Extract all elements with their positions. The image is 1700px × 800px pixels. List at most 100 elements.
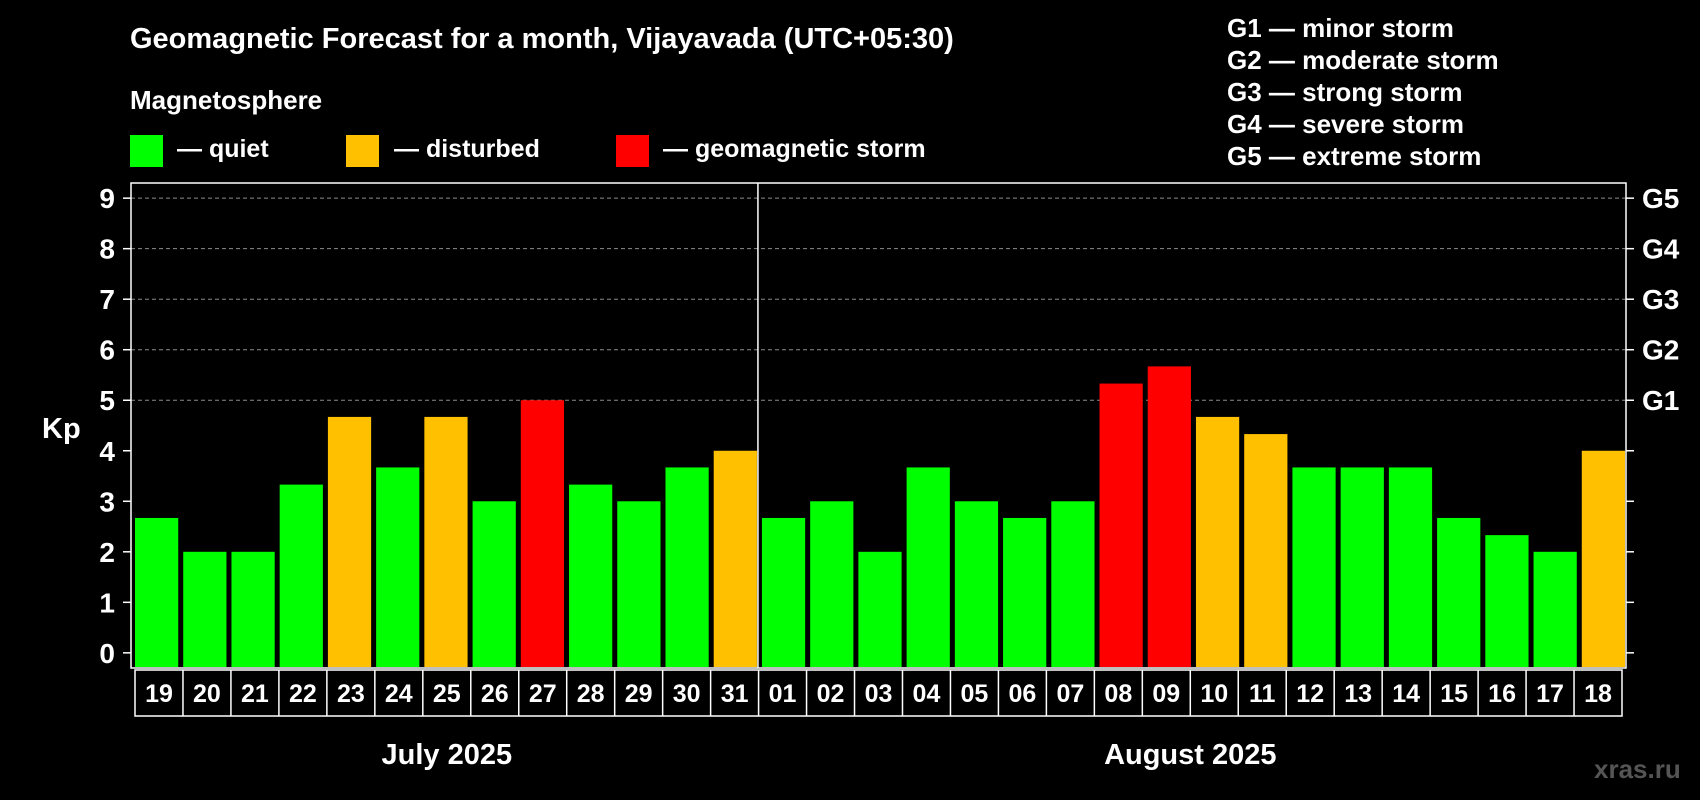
- bar-27: [1437, 517, 1481, 667]
- storm-level-g4: G4 — severe storm: [1227, 109, 1465, 139]
- y-tick-label-5: 5: [99, 385, 115, 416]
- bar-29: [1533, 551, 1577, 667]
- date-label-27: 27: [529, 680, 557, 708]
- date-label-01: 01: [769, 680, 797, 708]
- x-axis: 19 20 21 22 23 24 25 26 27 28 29 30 31 01 02 03 04 05 06 07…: [134, 669, 1623, 717]
- date-label-13: 13: [1344, 680, 1372, 708]
- date-label-14: 14: [1392, 680, 1420, 708]
- date-label-05: 05: [961, 680, 989, 708]
- date-label-10: 10: [1200, 680, 1228, 708]
- bar-0: [135, 517, 179, 667]
- grid-lines: [131, 197, 1626, 401]
- bar-1: [183, 551, 227, 667]
- legend-swatch-disturbed: [346, 135, 379, 167]
- chart-title: Geomagnetic Forecast for a month, Vijaya…: [130, 23, 954, 55]
- bar-2: [231, 551, 275, 667]
- date-label-04: 04: [913, 680, 941, 708]
- date-label-09: 09: [1152, 680, 1180, 708]
- bar-5: [376, 467, 420, 667]
- date-label-31: 31: [721, 680, 749, 708]
- date-label-26: 26: [481, 680, 509, 708]
- right-tick-label-g1: G1: [1642, 385, 1679, 416]
- bar-21: [1147, 366, 1191, 667]
- bar-20: [1099, 383, 1143, 667]
- bar-17: [954, 501, 999, 667]
- bars: [135, 366, 1625, 667]
- y-tick-label-4: 4: [99, 436, 115, 467]
- bar-10: [617, 501, 661, 667]
- bar-22: [1195, 416, 1240, 667]
- date-label-08: 08: [1104, 680, 1132, 708]
- right-tick-label-g4: G4: [1642, 234, 1680, 265]
- bar-24: [1292, 467, 1336, 667]
- bar-14: [810, 501, 854, 667]
- right-tick-label-g5: G5: [1642, 183, 1679, 214]
- bar-3: [279, 484, 323, 667]
- legend-label-quiet: — quiet: [177, 135, 269, 163]
- date-label-25: 25: [433, 680, 461, 708]
- month-label-0: July 2025: [381, 739, 512, 771]
- right-tick-label-g3: G3: [1642, 284, 1679, 315]
- date-label-28: 28: [577, 680, 605, 708]
- y-axis: 0 1 2 3 4 5 6 7 8 9: [99, 183, 131, 669]
- storm-level-g3: G3 — strong storm: [1227, 77, 1463, 107]
- date-label-11: 11: [1249, 680, 1276, 708]
- bar-19: [1051, 501, 1095, 667]
- date-label-24: 24: [385, 680, 413, 708]
- bar-15: [858, 551, 902, 667]
- y-tick-label-2: 2: [99, 537, 115, 568]
- bar-7: [472, 501, 516, 667]
- date-label-22: 22: [289, 680, 317, 708]
- bar-11: [665, 467, 709, 667]
- watermark: xras.ru: [1594, 754, 1681, 784]
- date-label-30: 30: [673, 680, 701, 708]
- bar-13: [761, 517, 806, 667]
- date-label-15: 15: [1440, 680, 1468, 708]
- y-tick-label-0: 0: [99, 638, 115, 669]
- legend-label-disturbed: — disturbed: [394, 135, 540, 163]
- storm-level-g1: G1 — minor storm: [1227, 13, 1454, 43]
- date-label-16: 16: [1488, 680, 1516, 708]
- y-tick-label-6: 6: [99, 335, 115, 366]
- right-tick-label-g2: G2: [1642, 335, 1679, 366]
- month-labels: July 2025 August 2025: [381, 739, 1276, 771]
- month-label-1: August 2025: [1104, 739, 1276, 771]
- plot-frame: [130, 182, 1627, 669]
- bar-23: [1244, 434, 1288, 667]
- legend-swatch-storm: [616, 135, 649, 167]
- date-label-21: 21: [241, 680, 269, 708]
- bar-4: [327, 416, 372, 667]
- date-label-29: 29: [625, 680, 653, 708]
- legend-heading: Magnetosphere: [130, 85, 322, 115]
- bar-26: [1388, 467, 1433, 667]
- y-tick-label-7: 7: [99, 284, 115, 315]
- right-axis: G1 G2 G3 G4 G5: [1626, 183, 1680, 654]
- date-label-23: 23: [337, 680, 365, 708]
- date-label-02: 02: [817, 680, 845, 708]
- bar-6: [424, 416, 468, 667]
- bar-9: [569, 484, 613, 667]
- y-tick-label-1: 1: [99, 587, 115, 618]
- bar-16: [906, 467, 950, 667]
- date-label-20: 20: [193, 680, 221, 708]
- date-label-17: 17: [1536, 680, 1564, 708]
- bar-18: [1003, 517, 1047, 667]
- y-tick-label-9: 9: [99, 183, 115, 214]
- bar-30: [1581, 450, 1625, 667]
- date-label-12: 12: [1296, 680, 1324, 708]
- legend-label-storm: — geomagnetic storm: [663, 135, 926, 163]
- bar-28: [1485, 535, 1529, 667]
- storm-level-legend: G1 — minor storm G2 — moderate storm G3 …: [1227, 12, 1499, 172]
- bar-25: [1340, 467, 1384, 667]
- date-label-18: 18: [1584, 680, 1612, 708]
- date-label-06: 06: [1008, 680, 1036, 708]
- date-label-19: 19: [145, 680, 173, 708]
- y-axis-label: Kp: [42, 413, 81, 445]
- y-tick-label-8: 8: [99, 234, 115, 265]
- y-tick-label-3: 3: [99, 486, 115, 517]
- bar-8: [520, 400, 565, 667]
- legend-swatch-quiet: [130, 135, 163, 167]
- storm-level-g5: G5 — extreme storm: [1227, 141, 1482, 171]
- plot-border: [130, 182, 1627, 669]
